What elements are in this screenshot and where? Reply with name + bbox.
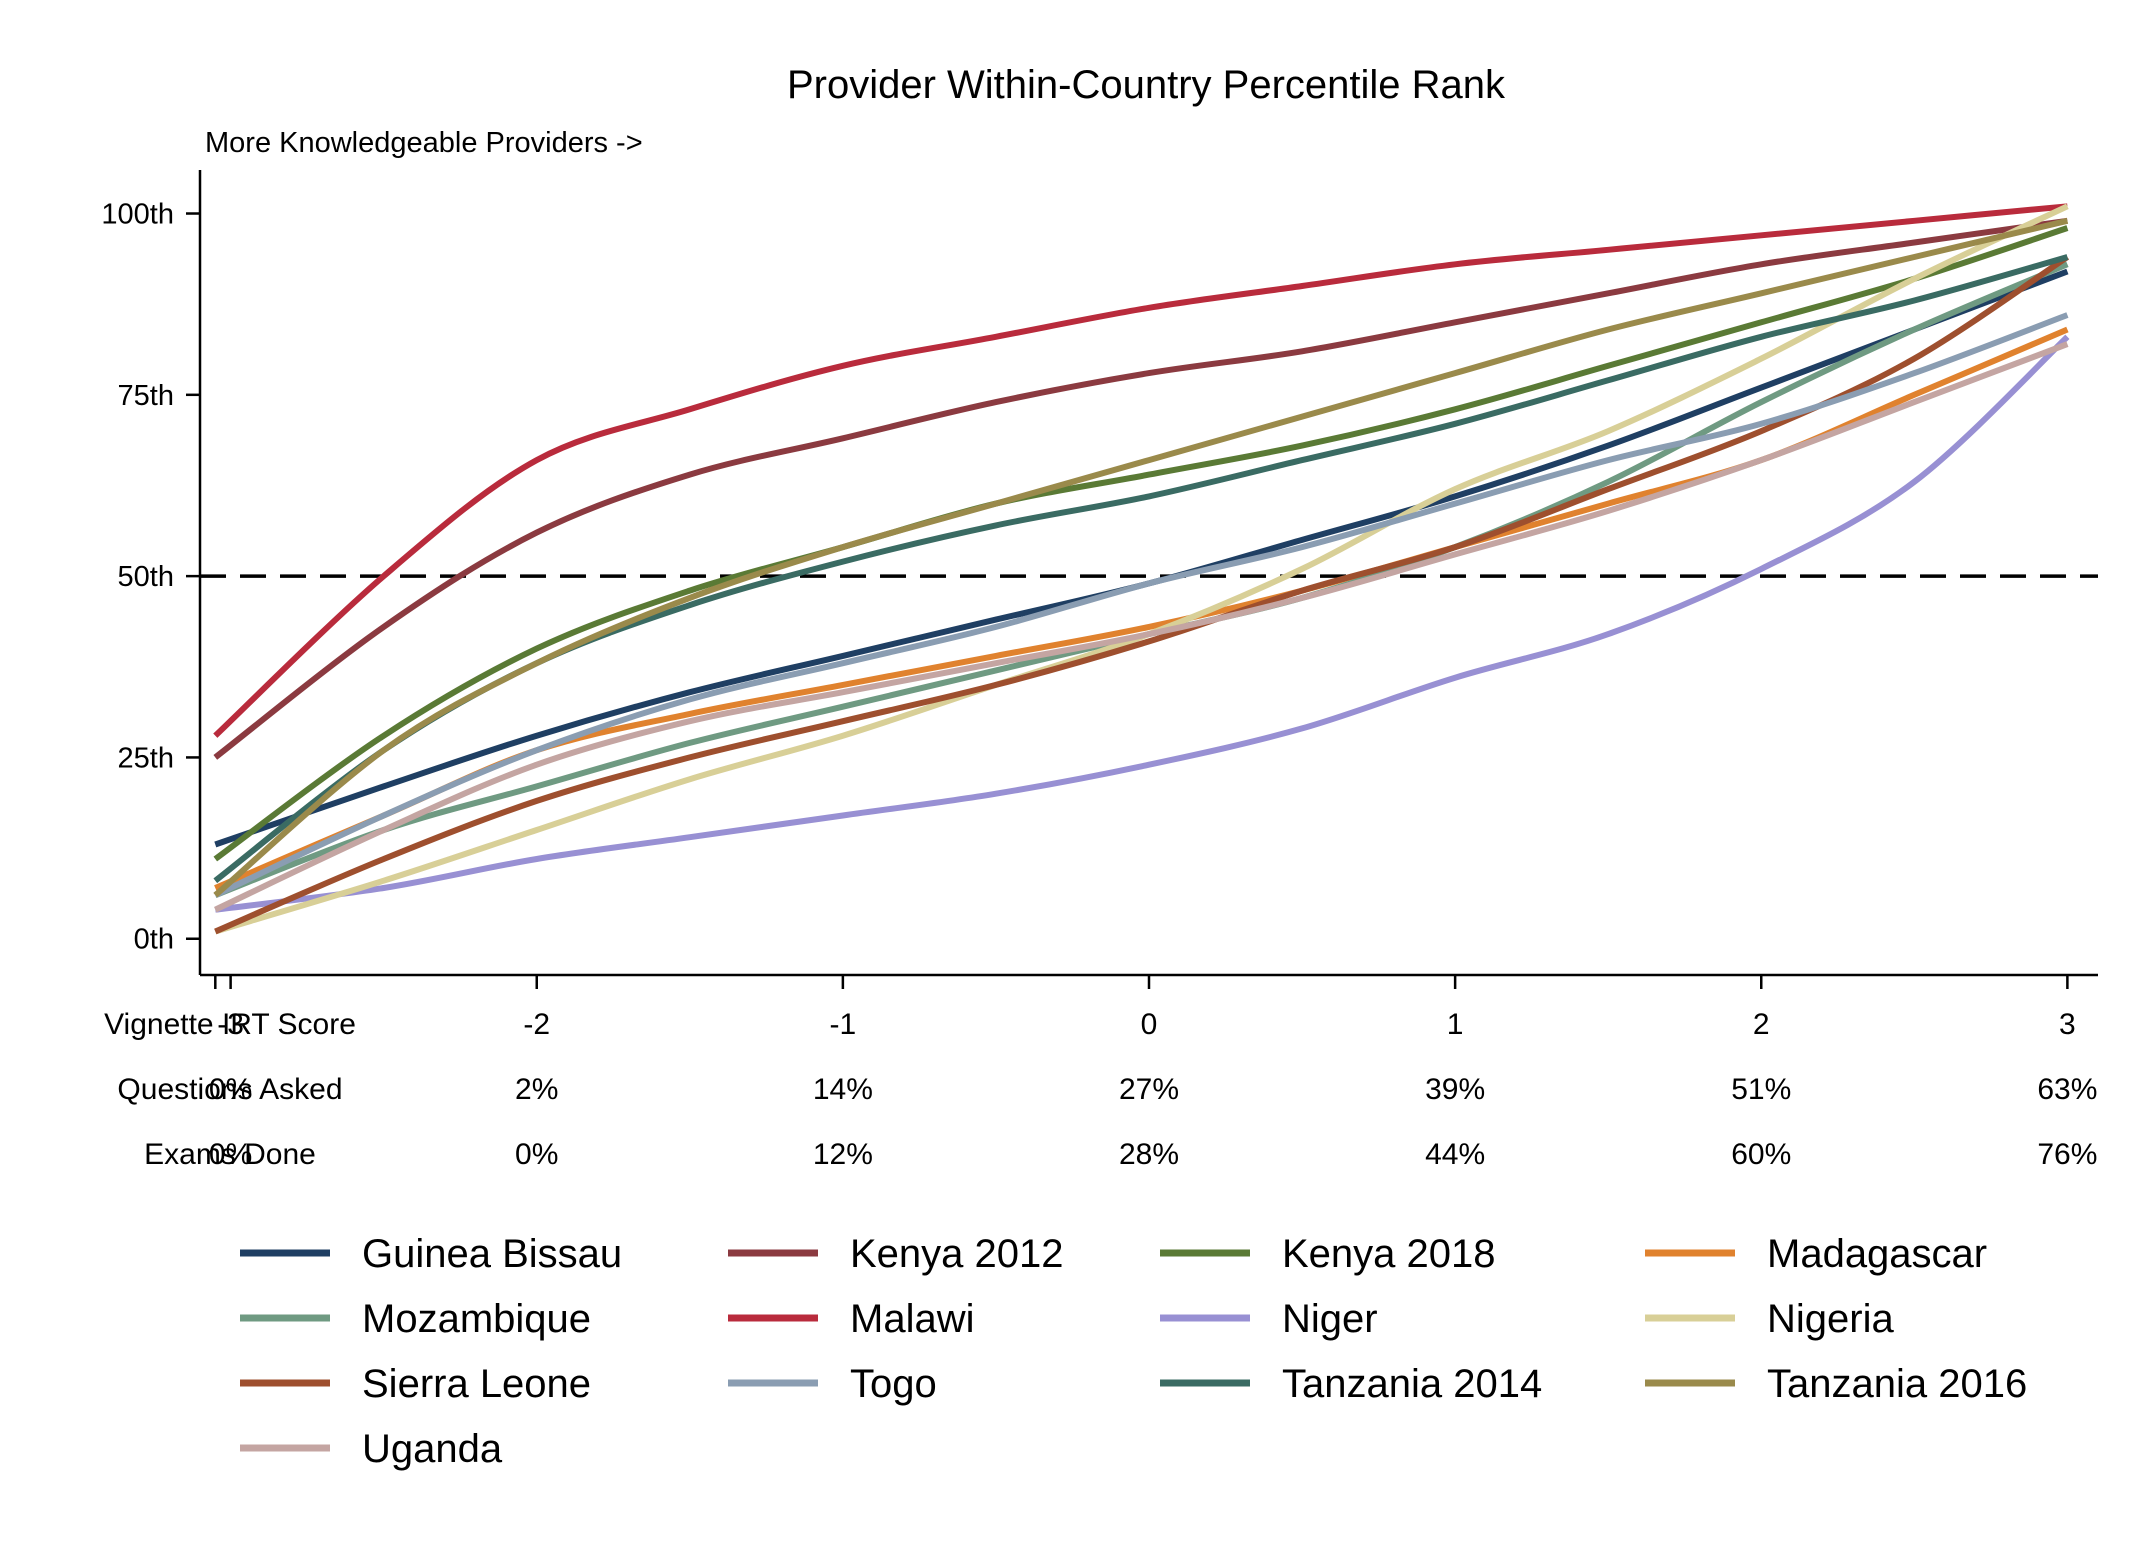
- y-tick-label: 100th: [101, 199, 174, 231]
- legend-label-sierra-leone: Sierra Leone: [362, 1362, 591, 1406]
- x-tick-label: -2: [523, 1008, 550, 1041]
- y-tick-label: 0th: [134, 924, 174, 956]
- series-line-togo: [214, 312, 2069, 898]
- extra-row-value: 12%: [813, 1138, 873, 1171]
- legend-label-kenya-2018: Kenya 2018: [1282, 1232, 1496, 1276]
- y-tick-label: 75th: [118, 380, 174, 412]
- legend-label-malawi: Malawi: [850, 1297, 974, 1341]
- legend-label-nigeria: Nigeria: [1767, 1297, 1894, 1341]
- legend-label-madagascar: Madagascar: [1767, 1232, 1987, 1276]
- extra-row-value: 2%: [515, 1073, 558, 1106]
- legend-label-tanzania-2016: Tanzania 2016: [1767, 1362, 2027, 1406]
- legend-label-togo: Togo: [850, 1362, 937, 1406]
- extra-row-label: Questions Asked: [117, 1073, 342, 1106]
- extra-row-value: 76%: [2037, 1138, 2097, 1171]
- legend-label-uganda: Uganda: [362, 1427, 503, 1471]
- x-tick-label: -1: [830, 1008, 857, 1041]
- series-line-kenya-2018: [213, 225, 2069, 862]
- series-line-uganda: [214, 341, 2069, 913]
- x-tick-label: 0: [1141, 1008, 1158, 1041]
- axes: 0th 25th 50th 75th 100th -3 -2 -1 0 1 2 3: [101, 170, 2098, 1041]
- extra-row-value: 60%: [1731, 1138, 1791, 1171]
- legend-label-tanzania-2014: Tanzania 2014: [1282, 1362, 1542, 1406]
- y-tick-label: 50th: [118, 561, 174, 593]
- extra-row-value: 0%: [209, 1073, 252, 1106]
- extra-row-value: 63%: [2037, 1073, 2097, 1106]
- chart-title: Provider Within-Country Percentile Rank: [787, 63, 1506, 107]
- legend-label-niger: Niger: [1282, 1297, 1378, 1341]
- x-tick-label: 2: [1753, 1008, 1770, 1041]
- series-line-malawi: [213, 203, 2068, 738]
- series-line-kenya-2012: [213, 217, 2068, 760]
- x-tick-label: 3: [2059, 1008, 2076, 1041]
- series-line-sierra-leone: [214, 254, 2070, 935]
- x-tick-label: 1: [1447, 1008, 1464, 1041]
- extra-row-value: 39%: [1425, 1073, 1485, 1106]
- legend: Guinea Bissau Kenya 2012 Kenya 2018 Madagas…: [240, 1232, 2027, 1471]
- legend-label-mozambique: Mozambique: [362, 1297, 591, 1341]
- x-tick-label: -3: [217, 1008, 244, 1041]
- legend-label-kenya-2012: Kenya 2012: [850, 1232, 1064, 1276]
- y-tick-label: 25th: [118, 742, 174, 774]
- x-axis-label: Vignette IRT Score: [104, 1008, 356, 1041]
- chart-subtitle: More Knowledgeable Providers ->: [205, 127, 643, 159]
- extra-row-value: 0%: [515, 1138, 558, 1171]
- plot-lines: [213, 203, 2070, 935]
- legend-label-guinea-bissau: Guinea Bissau: [362, 1232, 622, 1276]
- series-line-mozambique: [214, 261, 2069, 898]
- extra-row-value: 51%: [1731, 1073, 1791, 1106]
- series-line-tanzania-2016: [213, 217, 2069, 898]
- extra-row-value: 0%: [209, 1138, 252, 1171]
- extra-row-value: 28%: [1119, 1138, 1179, 1171]
- series-line-tanzania-2014: [213, 254, 2069, 884]
- extra-row-value: 44%: [1425, 1138, 1485, 1171]
- extra-row-value: 27%: [1119, 1073, 1179, 1106]
- extra-row-label: Exams Done: [144, 1138, 316, 1171]
- series-line-niger: [214, 334, 2070, 913]
- extra-row-value: 14%: [813, 1073, 873, 1106]
